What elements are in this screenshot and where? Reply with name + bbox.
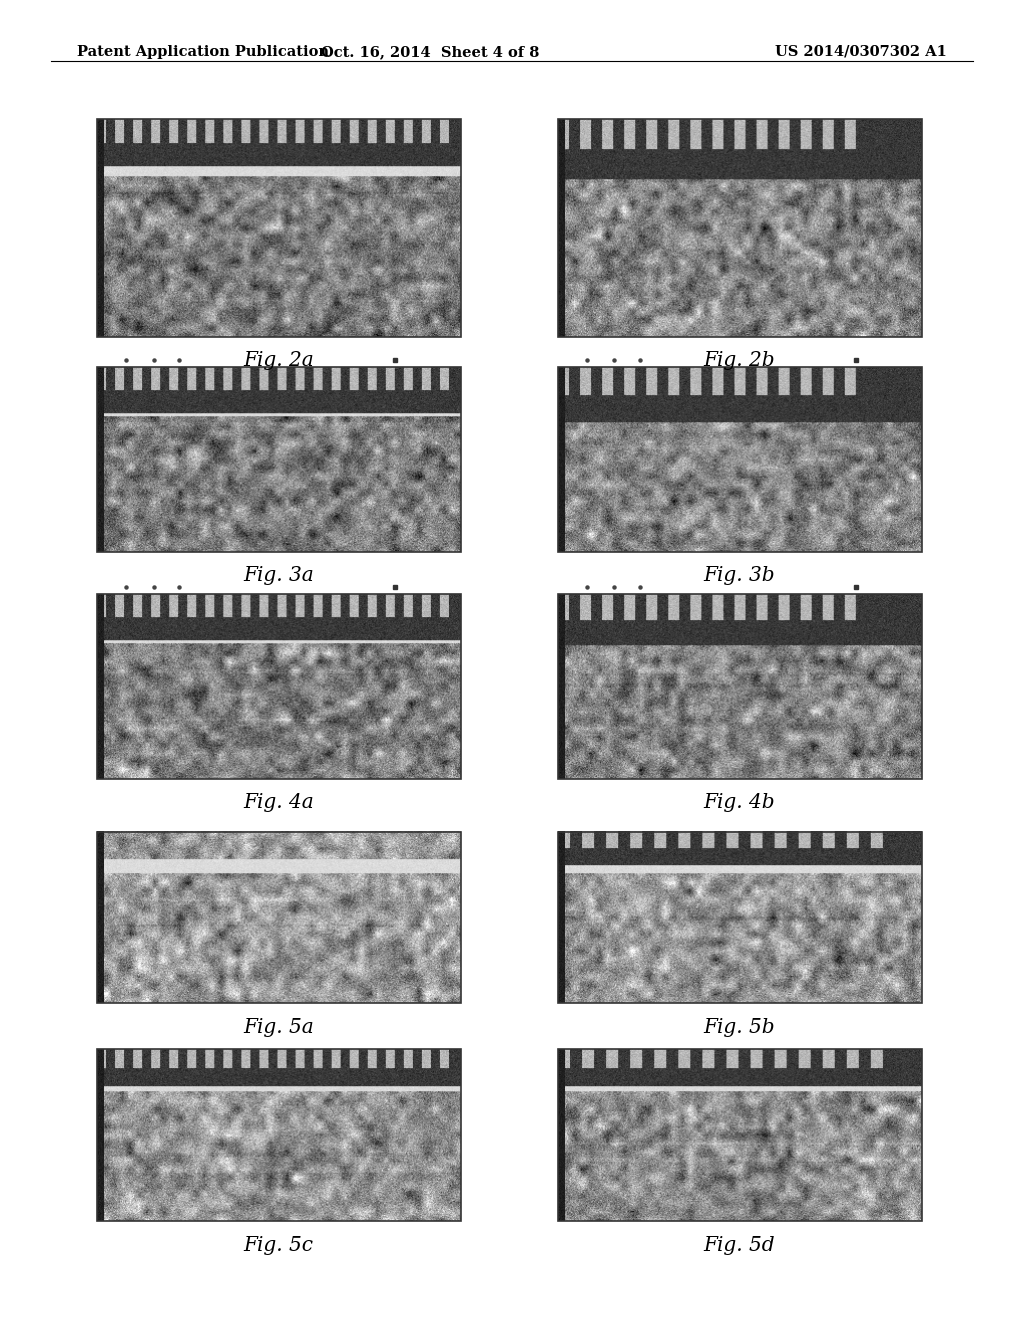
- Text: Oct. 16, 2014  Sheet 4 of 8: Oct. 16, 2014 Sheet 4 of 8: [321, 45, 540, 59]
- Bar: [558, 832, 922, 1003]
- Text: Fig. 5a: Fig. 5a: [243, 1018, 314, 1036]
- Bar: [97, 594, 461, 779]
- Text: Fig. 5b: Fig. 5b: [703, 1018, 775, 1036]
- Text: US 2014/0307302 A1: US 2014/0307302 A1: [775, 45, 947, 59]
- Bar: [558, 1049, 922, 1221]
- Text: Fig. 3b: Fig. 3b: [703, 566, 775, 585]
- Text: Fig. 5d: Fig. 5d: [703, 1236, 775, 1254]
- Bar: [97, 832, 461, 1003]
- Bar: [97, 1049, 461, 1221]
- Bar: [97, 367, 461, 552]
- Text: Patent Application Publication: Patent Application Publication: [77, 45, 329, 59]
- Text: Fig. 3a: Fig. 3a: [243, 566, 314, 585]
- Text: Fig. 2a: Fig. 2a: [243, 351, 314, 370]
- Text: Fig. 5c: Fig. 5c: [244, 1236, 313, 1254]
- Text: Fig. 4b: Fig. 4b: [703, 793, 775, 812]
- Bar: [558, 119, 922, 337]
- Bar: [97, 119, 461, 337]
- Text: Fig. 4a: Fig. 4a: [243, 793, 314, 812]
- Text: Fig. 2b: Fig. 2b: [703, 351, 775, 370]
- Bar: [558, 594, 922, 779]
- Bar: [558, 367, 922, 552]
